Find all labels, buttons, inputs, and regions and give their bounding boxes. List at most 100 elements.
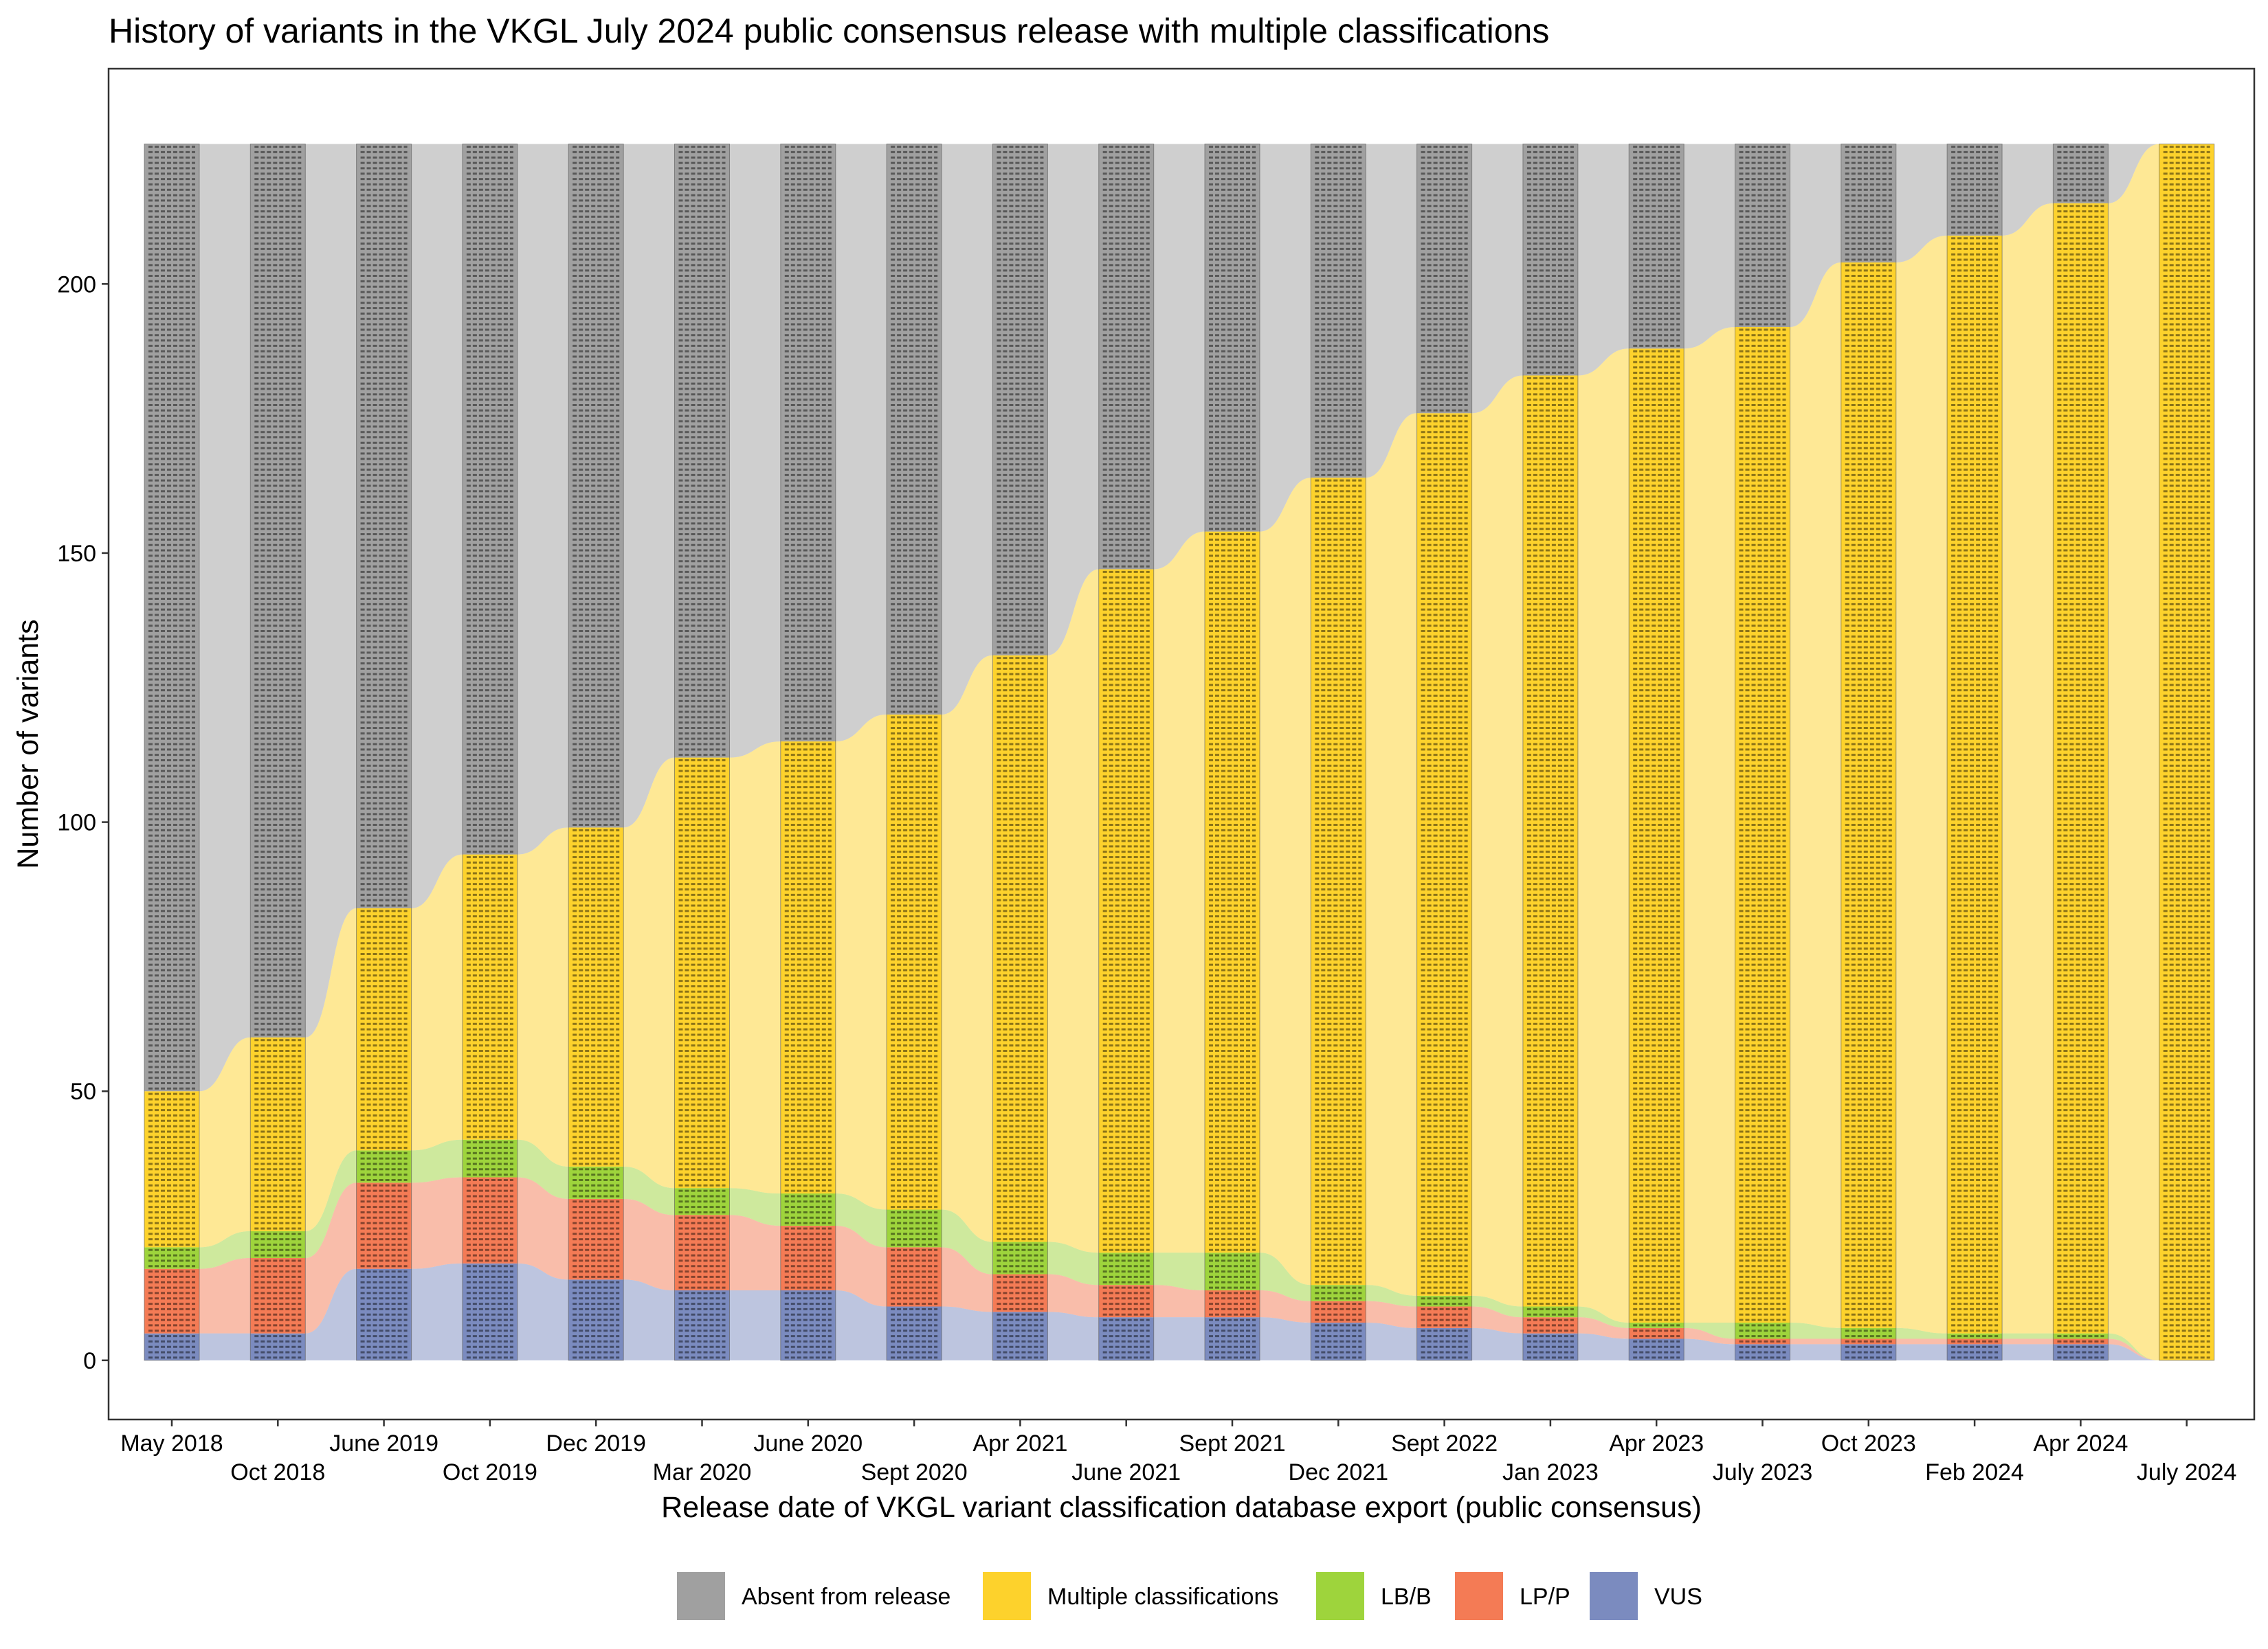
x-tick-label-feb-2024: Feb 2024 (1925, 1459, 2024, 1485)
flow-absent-from-release-2 (411, 144, 463, 908)
stratum-absent-from-release-9 (1098, 144, 1154, 570)
stratum-lp-p-17 (1947, 1338, 2003, 1345)
stratum-multiple-classifications-10 (1205, 531, 1260, 1253)
legend-key-lb-b (1316, 1572, 1364, 1620)
stratum-texture-11 (1315, 146, 1362, 1359)
stratum-outline-8 (992, 144, 1048, 1361)
stratum-vus-16 (1841, 1344, 1896, 1360)
stratum-multiple-classifications-9 (1098, 569, 1154, 1253)
stratum-lb-b-0 (144, 1247, 199, 1269)
stratum-lb-b-15 (1735, 1323, 1790, 1339)
legend-key-absent-from-release (677, 1572, 725, 1620)
stratum-absent-from-release-18 (2053, 144, 2109, 203)
flow-absent-from-release-0 (199, 144, 251, 1092)
flow-multiple-classifications-0 (199, 1037, 251, 1248)
stratum-vus-11 (1311, 1323, 1366, 1360)
x-tick-label-may-2018: May 2018 (120, 1431, 223, 1457)
stratum-outline-0 (144, 144, 200, 1361)
flow-multiple-classifications-6 (835, 714, 887, 1210)
stratum-lp-p-3 (462, 1177, 518, 1264)
stratum-texture-14 (1633, 146, 1680, 1359)
stratum-texture-10 (1209, 146, 1256, 1359)
flow-lp-p-4 (623, 1198, 675, 1291)
flow-vus-3 (517, 1263, 569, 1360)
stratum-texture-19 (2163, 146, 2210, 1359)
stratum-lb-b-9 (1098, 1253, 1154, 1286)
flow-vus-5 (729, 1290, 781, 1360)
flow-lp-p-5 (729, 1215, 781, 1291)
stratum-lp-p-12 (1416, 1306, 1472, 1328)
stratum-absent-from-release-12 (1416, 144, 1472, 414)
legend-key-lp-p (1455, 1572, 1503, 1620)
stratum-lb-b-6 (780, 1193, 836, 1226)
stratum-absent-from-release-8 (992, 144, 1048, 655)
flow-lb-b-1 (305, 1150, 357, 1259)
stratum-texture-4 (572, 146, 620, 1359)
stratum-lp-p-16 (1841, 1338, 1896, 1345)
stratum-lb-b-1 (250, 1231, 306, 1259)
y-tick-label-200: 200 (57, 271, 96, 298)
legend: Absent from release Multiple classificati… (677, 1572, 1702, 1620)
x-tick-label-oct-2019: Oct 2019 (443, 1459, 537, 1485)
flow-lb-b-8 (1047, 1242, 1099, 1286)
flow-vus-16 (1895, 1344, 1948, 1360)
flow-multiple-classifications-10 (1260, 478, 1311, 1286)
stratum-outline-4 (568, 144, 624, 1361)
stratum-absent-from-release-10 (1205, 144, 1260, 532)
x-tick-label-june-2019: June 2019 (329, 1431, 438, 1457)
flow-lb-b-15 (1790, 1323, 1841, 1339)
stratum-vus-17 (1947, 1344, 2003, 1360)
chart-title: History of variants in the VKGL July 202… (109, 12, 1549, 50)
flow-multiple-classifications-14 (1684, 326, 1735, 1323)
stratum-multiple-classifications-13 (1522, 375, 1578, 1307)
stratum-lb-b-7 (887, 1209, 942, 1248)
flow-vus-15 (1790, 1344, 1841, 1360)
stratum-texture-0 (148, 146, 195, 1359)
stratum-absent-from-release-5 (674, 144, 730, 758)
x-tick-label-mar-2020: Mar 2020 (653, 1459, 752, 1485)
stratum-vus-12 (1416, 1327, 1472, 1360)
x-tick-label-oct-2023: Oct 2023 (1821, 1431, 1916, 1457)
stratum-lp-p-6 (780, 1226, 836, 1291)
x-tick-label-july-2023: July 2023 (1713, 1459, 1813, 1485)
stratum-lb-b-14 (1629, 1323, 1685, 1328)
flow-vus-7 (942, 1306, 993, 1360)
stratum-absent-from-release-16 (1841, 144, 1896, 262)
flow-multiple-classifications-16 (1895, 235, 1948, 1334)
flow-absent-from-release-15 (1790, 144, 1841, 327)
flow-absent-from-release-12 (1471, 144, 1523, 414)
stratum-lb-b-4 (568, 1166, 624, 1199)
stratum-absent-from-release-14 (1629, 144, 1685, 349)
stratum-multiple-classifications-3 (462, 854, 518, 1140)
stratum-multiple-classifications-19 (2159, 144, 2214, 1360)
stratum-outline-13 (1522, 144, 1579, 1361)
stratum-absent-from-release-3 (462, 144, 518, 855)
stratum-vus-7 (887, 1306, 942, 1360)
flow-vus-12 (1471, 1327, 1523, 1360)
stratum-texture-5 (678, 146, 726, 1359)
flow-absent-from-release-4 (623, 144, 675, 828)
flow-absent-from-release-1 (305, 144, 357, 1037)
stratum-texture-9 (1102, 146, 1150, 1359)
stratum-vus-2 (356, 1268, 412, 1360)
flow-vus-17 (2002, 1344, 2054, 1360)
legend-label-vus: VUS (1654, 1584, 1702, 1610)
stratum-absent-from-release-11 (1311, 144, 1366, 478)
stratum-absent-from-release-1 (250, 144, 306, 1037)
stratum-vus-10 (1205, 1317, 1260, 1360)
stratum-lb-b-18 (2053, 1333, 2109, 1339)
stratum-lb-b-13 (1522, 1306, 1578, 1318)
flow-vus-2 (411, 1263, 463, 1360)
stratum-outline-3 (462, 144, 518, 1361)
stratum-texture-18 (2057, 146, 2104, 1359)
stratum-lb-b-10 (1205, 1253, 1260, 1291)
stratum-lp-p-2 (356, 1182, 412, 1269)
y-tick-label-50: 50 (70, 1079, 96, 1105)
stratum-outline-1 (249, 144, 306, 1361)
flow-lb-b-6 (835, 1193, 887, 1248)
stratum-multiple-classifications-16 (1841, 262, 1896, 1328)
stratum-outline-7 (886, 144, 942, 1361)
stratum-multiple-classifications-0 (144, 1091, 199, 1248)
stratum-absent-from-release-13 (1522, 144, 1578, 376)
